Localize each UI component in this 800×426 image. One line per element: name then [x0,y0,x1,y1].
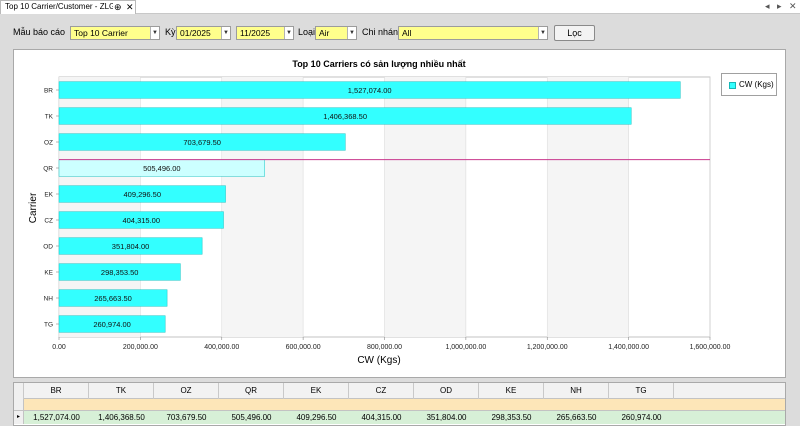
data-label-od: 351,804.00 [112,242,150,251]
report-label: Mẫu báo cáo [13,27,66,37]
chevron-down-icon[interactable]: ▼ [284,27,293,39]
x-tick-label: 800,000.00 [367,344,402,351]
document-tab-title: Top 10 Carrier/Customer - ZLG5608 [5,2,113,11]
scroll-left-icon[interactable]: ◂ [765,1,770,11]
table-cell-br[interactable]: 1,527,074.00 [33,413,80,422]
branch-combo[interactable]: All ▼ [398,26,548,40]
data-label-oz: 703,679.50 [183,138,221,147]
data-label-ek: 409,296.50 [123,190,161,199]
data-label-tk: 1,406,368.50 [323,112,367,121]
y-axis-title: Carrier [28,192,39,223]
grid-filter-row[interactable] [14,399,785,410]
data-label-br: 1,527,074.00 [348,86,392,95]
type-combo-value: Air [319,28,330,38]
report-combo[interactable]: Top 10 Carrier ▼ [70,26,160,40]
y-tick-label-ke: KE [44,270,53,277]
filter-toolbar: Mẫu báo cáo Top 10 Carrier ▼ Kỳ 01/2025 … [0,14,800,48]
x-tick-label: 1,000,000.00 [445,344,486,351]
legend-label: CW (Kgs) [739,80,774,89]
column-header-tg[interactable]: TG [609,383,674,399]
scroll-right-icon[interactable]: ▸ [777,1,782,11]
column-header-qr[interactable]: QR [219,383,284,399]
chevron-down-icon[interactable]: ▼ [150,27,159,39]
x-tick-label: 600,000.00 [286,344,321,351]
data-label-cz: 404,315.00 [122,216,160,225]
legend-swatch [729,82,736,89]
chevron-down-icon[interactable]: ▼ [221,27,230,39]
column-header-od[interactable]: OD [414,383,479,399]
y-tick-label-od: OD [43,244,53,251]
table-cell-tg[interactable]: 260,974.00 [621,413,662,422]
data-label-qr: 505,496.00 [143,164,181,173]
chart-legend: CW (Kgs) [721,73,777,96]
filter-row-indicator [14,399,24,410]
x-tick-label: 0.00 [52,344,66,351]
column-header-tk[interactable]: TK [89,383,154,399]
report-combo-value: Top 10 Carrier [74,28,128,38]
filter-button[interactable]: Lọc [554,25,595,41]
table-cell-ke[interactable]: 298,353.50 [491,413,532,422]
y-tick-label-tg: TG [44,322,53,329]
period-from-combo[interactable]: 01/2025 ▼ [176,26,231,40]
period-from-value: 01/2025 [180,28,211,38]
table-cell-nh[interactable]: 265,663.50 [556,413,597,422]
y-tick-label-cz: CZ [44,218,53,225]
grid-header: BR TK OZ QR EK CZ OD KE NH TG [14,383,785,399]
table-row[interactable]: ▸ 1,527,074.00 1,406,368.50 703,679.50 505,… [14,410,785,424]
bar-chart: 1,527,074.00 1,406,368.50 703,679.50 505,49… [28,59,731,366]
column-header-cz[interactable]: CZ [349,383,414,399]
chevron-down-icon[interactable]: ▼ [347,27,356,39]
period-to-value: 11/2025 [240,28,271,38]
y-tick-label-nh: NH [44,296,54,303]
table-cell-ek[interactable]: 409,296.50 [296,413,337,422]
y-tick-label-qr: QR [43,166,53,173]
bars: 1,527,074.00 1,406,368.50 703,679.50 505,49… [58,81,681,333]
table-cell-tk[interactable]: 1,406,368.50 [98,413,145,422]
axes: BR TK OZ QR EK CZ OD KE NH TG 0.00 200,000.00 400,00… [43,88,730,352]
table-cell-qr[interactable]: 505,496.00 [231,413,272,422]
table-cell-od[interactable]: 351,804.00 [426,413,467,422]
branch-combo-value: All [402,28,412,38]
x-tick-label: 200,000.00 [123,344,158,351]
row-indicator-icon: ▸ [14,411,24,424]
branch-label: Chi nhánh [362,27,404,37]
y-tick-label-br: BR [44,88,53,95]
data-label-nh: 265,663.50 [94,294,132,303]
column-header-br[interactable]: BR [24,383,89,399]
type-combo[interactable]: Air ▼ [315,26,357,40]
chart-title: Top 10 Carriers có sản lượng nhiều nhất [292,59,465,69]
y-tick-label-ek: EK [44,192,53,199]
y-tick-label-oz: OZ [44,140,53,147]
period-to-combo[interactable]: 11/2025 ▼ [236,26,294,40]
period-label: Kỳ [165,27,176,37]
table-cell-oz[interactable]: 703,679.50 [166,413,207,422]
data-grid: BR TK OZ QR EK CZ OD KE NH TG ▸ 1,527,074.00 1,406… [13,382,786,426]
table-cell-cz[interactable]: 404,315.00 [361,413,402,422]
x-axis-title: CW (Kgs) [357,355,400,366]
column-header-ek[interactable]: EK [284,383,349,399]
document-tab[interactable]: Top 10 Carrier/Customer - ZLG5608 ⊕ ✕ [0,0,136,14]
chevron-down-icon[interactable]: ▼ [538,27,547,39]
column-header-nh[interactable]: NH [544,383,609,399]
grid-corner [14,383,24,399]
tab-close-icon[interactable]: ✕ [126,2,134,12]
data-label-ke: 298,353.50 [101,268,139,277]
x-tick-label: 1,600,000.00 [690,344,731,351]
pin-icon[interactable]: ⊕ [114,2,122,12]
chart-panel: 1,527,074.00 1,406,368.50 703,679.50 505,49… [13,49,786,378]
x-tick-label: 400,000.00 [204,344,239,351]
data-label-tg: 260,974.00 [93,320,131,329]
column-header-oz[interactable]: OZ [154,383,219,399]
type-label: Loại [298,27,316,37]
y-tick-label-tk: TK [45,114,54,121]
x-tick-label: 1,400,000.00 [608,344,649,351]
document-tab-strip: Top 10 Carrier/Customer - ZLG5608 ⊕ ✕ ◂ … [0,0,800,14]
window-close-icon[interactable]: ✕ [789,1,797,11]
x-tick-label: 1,200,000.00 [527,344,568,351]
column-header-ke[interactable]: KE [479,383,544,399]
